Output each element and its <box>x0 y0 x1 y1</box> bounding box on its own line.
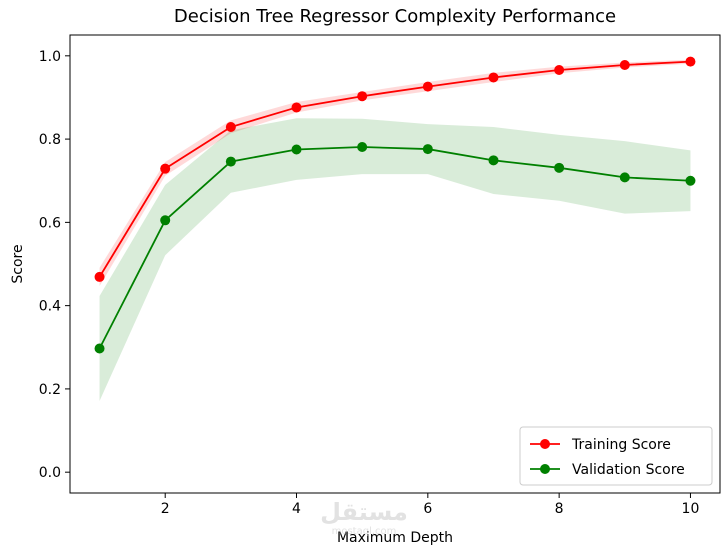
training-score-point <box>422 81 433 92</box>
training-score-legend-marker <box>540 439 550 449</box>
validation-score-point <box>488 155 499 166</box>
validation-score-point <box>225 156 236 167</box>
validation-score-point <box>291 144 302 155</box>
training-score-point <box>94 271 105 282</box>
x-tick-label: 8 <box>555 501 564 517</box>
y-tick-label: 0.0 <box>39 465 61 481</box>
training-score-point <box>554 64 565 75</box>
training-score-point <box>225 122 236 133</box>
y-tick-label: 1.0 <box>39 49 61 65</box>
training-score-point <box>685 56 696 67</box>
validation-score-point <box>94 343 105 354</box>
series-points <box>94 56 696 354</box>
x-tick-label: 10 <box>682 501 700 517</box>
training-score-point <box>291 102 302 113</box>
training-score-line <box>98 60 691 278</box>
validation-score-legend-label: Validation Score <box>572 462 685 478</box>
chart-title: Decision Tree Regressor Complexity Perfo… <box>174 6 616 27</box>
training-score-point <box>160 163 171 174</box>
watermark: مستقل mostaql.com <box>320 498 408 537</box>
training-score-legend-label: Training Score <box>571 437 671 453</box>
confidence-bands <box>99 59 691 401</box>
series-lines <box>98 60 691 349</box>
y-tick-label: 0.8 <box>39 132 61 148</box>
validation-score-point <box>357 142 368 153</box>
watermark-text: مستقل <box>320 498 408 526</box>
validation-score-point <box>422 144 433 155</box>
legend-box <box>519 426 713 486</box>
training-score-point <box>488 72 499 83</box>
validation-score-line <box>98 146 691 349</box>
validation-score-point <box>685 175 696 186</box>
training-score-point <box>357 91 368 102</box>
validation-score-legend-marker <box>540 464 550 474</box>
validation-score-band <box>99 118 691 401</box>
x-tick-label: 6 <box>423 501 432 517</box>
x-tick-label: 4 <box>292 501 301 517</box>
legend: Training Score Validation Score <box>519 426 713 486</box>
y-tick-label: 0.4 <box>39 299 61 315</box>
x-axis-ticks: 2 4 6 8 10 <box>161 493 700 517</box>
y-axis-label: Score <box>10 244 26 283</box>
y-tick-label: 0.6 <box>39 215 61 231</box>
y-axis-ticks: 0.0 0.2 0.4 0.6 0.8 1.0 <box>39 49 70 481</box>
validation-score-point <box>619 172 630 183</box>
validation-score-point <box>160 215 171 226</box>
training-score-point <box>619 59 630 70</box>
x-tick-label: 2 <box>161 501 170 517</box>
x-axis-label: Maximum Depth <box>337 530 453 546</box>
training-score-band <box>99 59 691 287</box>
plot-frame <box>69 34 721 494</box>
y-tick-label: 0.2 <box>39 382 61 398</box>
validation-score-point <box>554 162 565 173</box>
watermark-subtext: mostaql.com <box>332 526 397 537</box>
